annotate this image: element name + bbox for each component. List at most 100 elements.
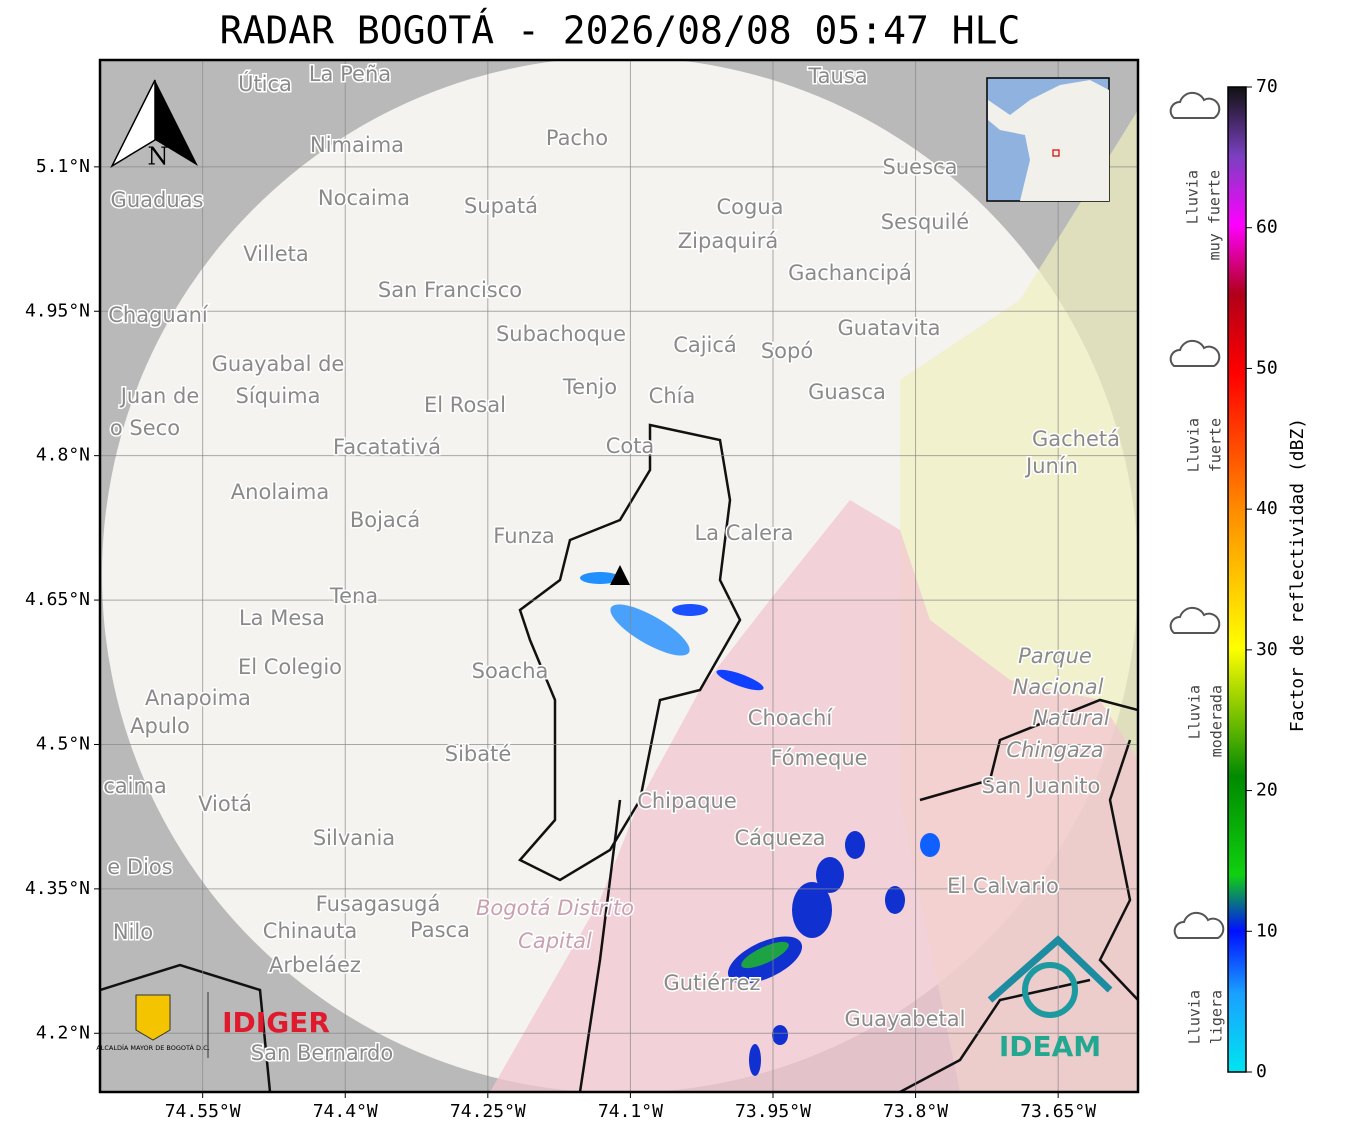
place-label: El Colegio [238, 655, 342, 679]
colorbar-tick-label: 50 [1256, 357, 1278, 378]
radar-site [610, 565, 630, 585]
colorbar-label: Factor de reflectividad (dBZ) [1287, 418, 1308, 732]
rain-icon [1169, 91, 1221, 119]
place-label: La Mesa [239, 606, 325, 630]
place-label: Guatavita [838, 316, 941, 340]
place-label: Nimaima [310, 133, 404, 157]
place-label: La Peña [309, 62, 391, 86]
x-tick-label: 74.4°W [313, 1101, 378, 1122]
logo-text: IDEAM [999, 1030, 1101, 1063]
place-label: Síquima [236, 384, 321, 408]
radar-echoes [580, 572, 940, 1076]
place-label: Sesquilé [881, 210, 969, 234]
north-label: N [148, 143, 169, 171]
place-label: El Rosal [424, 393, 506, 417]
colorbar-tick-label: 70 [1256, 76, 1278, 97]
place-label: Capital [518, 929, 592, 953]
place-label: Tausa [807, 64, 867, 88]
place-label: Guasca [808, 380, 886, 404]
place-label: El Calvario [947, 874, 1059, 898]
category-label: Lluvia [1185, 418, 1203, 472]
y-tick-label: 4.8°N [36, 445, 90, 466]
north-arrow: N [110, 79, 198, 171]
colorbar-tick-label: 0 [1256, 1061, 1267, 1082]
place-label: Bogotá Distrito [476, 896, 634, 920]
category-label: Lluvia [1184, 170, 1202, 224]
place-label: Chaguaní [108, 303, 209, 327]
logo-ideam: IDEAM [987, 935, 1113, 1063]
y-tick-label: 4.35°N [25, 878, 90, 899]
place-label: Tenjo [562, 375, 617, 399]
place-label: Sopó [761, 339, 813, 363]
place-label: Natural [1032, 706, 1110, 730]
place-label: Arbeláez [269, 953, 361, 977]
x-tick-label: 74.55°W [165, 1101, 241, 1122]
x-tick-label: 73.8°W [883, 1101, 948, 1122]
y-tick-label: 5.1°N [36, 156, 90, 177]
map-frame [98, 58, 1140, 1094]
place-label: Soacha [472, 659, 549, 683]
place-label: Facatativá [333, 435, 441, 459]
place-label: Tena [329, 584, 378, 608]
place-label: San Francisco [378, 278, 522, 302]
category-label: muy fuerte [1206, 170, 1224, 260]
x-tick-label: 73.95°W [735, 1101, 811, 1122]
logo-idiger: IDIGER [222, 1006, 330, 1039]
category-label: Lluvia [1186, 685, 1204, 739]
place-label: Parque [1018, 644, 1092, 668]
category-label: moderada [1208, 685, 1226, 757]
y-tick-label: 4.2°N [36, 1022, 90, 1043]
y-tick-label: 4.95°N [25, 300, 90, 321]
y-tick-label: 4.65°N [25, 589, 90, 610]
y-tick-label: 4.5°N [36, 733, 90, 754]
place-label: Silvania [313, 826, 395, 850]
place-label: Pasca [410, 918, 470, 942]
rain-icon [1169, 339, 1221, 367]
x-tick-label: 73.65°W [1020, 1101, 1096, 1122]
logo-text: ALCALDÍA MAYOR DE BOGOTÁ D.C. [96, 1043, 209, 1052]
place-label: Subachoque [496, 322, 626, 346]
place-label: Chía [649, 384, 696, 408]
place-label: Villeta [243, 242, 308, 266]
x-tick-label: 74.25°W [450, 1101, 526, 1122]
place-label: San Bernardo [251, 1041, 393, 1065]
place-label: e Dios [107, 855, 172, 879]
inset-map [986, 77, 1110, 202]
place-label: Fusagasugá [316, 892, 441, 916]
place-label: Nacional [1013, 675, 1104, 699]
place-label: Sibaté [445, 742, 512, 766]
place-label: Anapoima [145, 686, 251, 710]
place-label: Junín [1024, 454, 1078, 478]
place-label: Cota [606, 434, 655, 458]
logo-alcaldia: ALCALDÍA MAYOR DE BOGOTÁ D.C. [96, 992, 210, 1058]
place-label: Guaduas [111, 188, 204, 212]
place-label: Gachancipá [788, 261, 912, 285]
map: La Peña Útica Tausa Pacho Nimaima Guaduas Noca… [100, 60, 1138, 1092]
place-label: Suesca [883, 155, 958, 179]
place-label: Apulo [130, 714, 190, 738]
colorbar-tick-label: 40 [1256, 498, 1278, 519]
place-label: Viotá [198, 792, 252, 816]
place-label: Chinauta [263, 919, 357, 943]
place-label: Cogua [716, 195, 783, 219]
boundary [100, 698, 1138, 1092]
colorbar [1227, 86, 1247, 1073]
category-label: fuerte [1207, 418, 1225, 472]
place-label: La Calera [694, 521, 793, 545]
place-label: Choachí [748, 706, 834, 730]
place-label: Anolaima [231, 480, 329, 504]
rain-icon [1169, 606, 1221, 634]
place-label: Gachetá [1032, 427, 1120, 451]
place-label: Funza [493, 524, 554, 548]
place-label: Guayabetal [845, 1007, 966, 1031]
place-label: Fómeque [770, 746, 867, 770]
place-label: o Seco [110, 416, 180, 440]
place-label: Pacho [546, 126, 608, 150]
rain-icon [1173, 911, 1225, 939]
place-label: Nocaima [318, 186, 410, 210]
colorbar-tick-label: 20 [1256, 780, 1278, 801]
place-label: Chipaque [637, 789, 737, 813]
place-label: Chingaza [1006, 738, 1103, 762]
category-label: Lluvia [1186, 990, 1204, 1044]
